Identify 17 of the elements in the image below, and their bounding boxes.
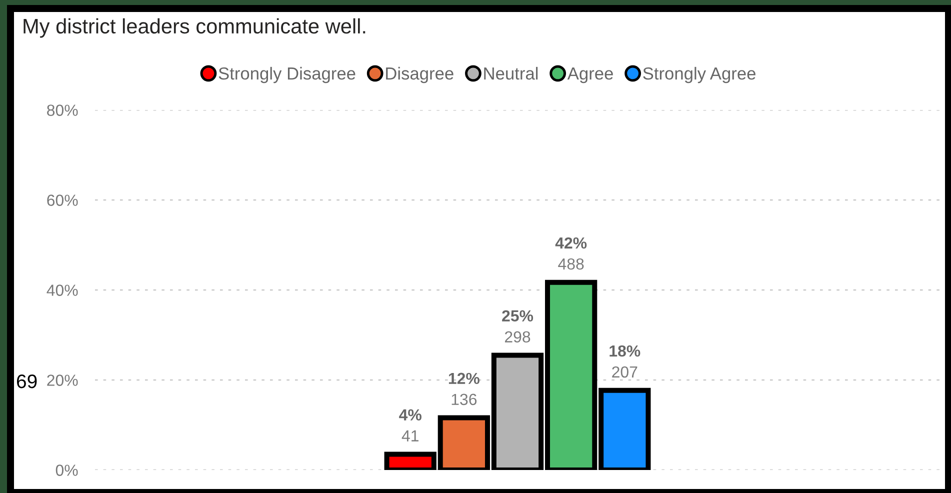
- data-label: 18% 207: [610, 345, 640, 378]
- y-tick-label: 40%: [46, 284, 78, 296]
- legend-label: Neutral: [484, 66, 538, 80]
- y-tick-label: 80%: [47, 104, 78, 116]
- legend-label: Strongly Agree: [643, 66, 756, 84]
- legend-label: Strongly Disagree: [218, 66, 356, 84]
- chart-title: My district leaders communicate well.: [24, 18, 366, 38]
- text: 69: [16, 374, 37, 388]
- data-label: 4% 41: [399, 409, 422, 442]
- data-label: 42% 488: [555, 237, 587, 270]
- data-label: 25% 298: [502, 310, 534, 343]
- y-tick-label: 20%: [47, 374, 78, 386]
- data-label: 12% 136: [448, 372, 480, 406]
- legend-label: Disagree: [386, 66, 454, 84]
- legend-label: Agree: [567, 68, 613, 84]
- y-tick-label: 0%: [56, 464, 78, 476]
- y-tick-label: 60%: [47, 194, 78, 206]
